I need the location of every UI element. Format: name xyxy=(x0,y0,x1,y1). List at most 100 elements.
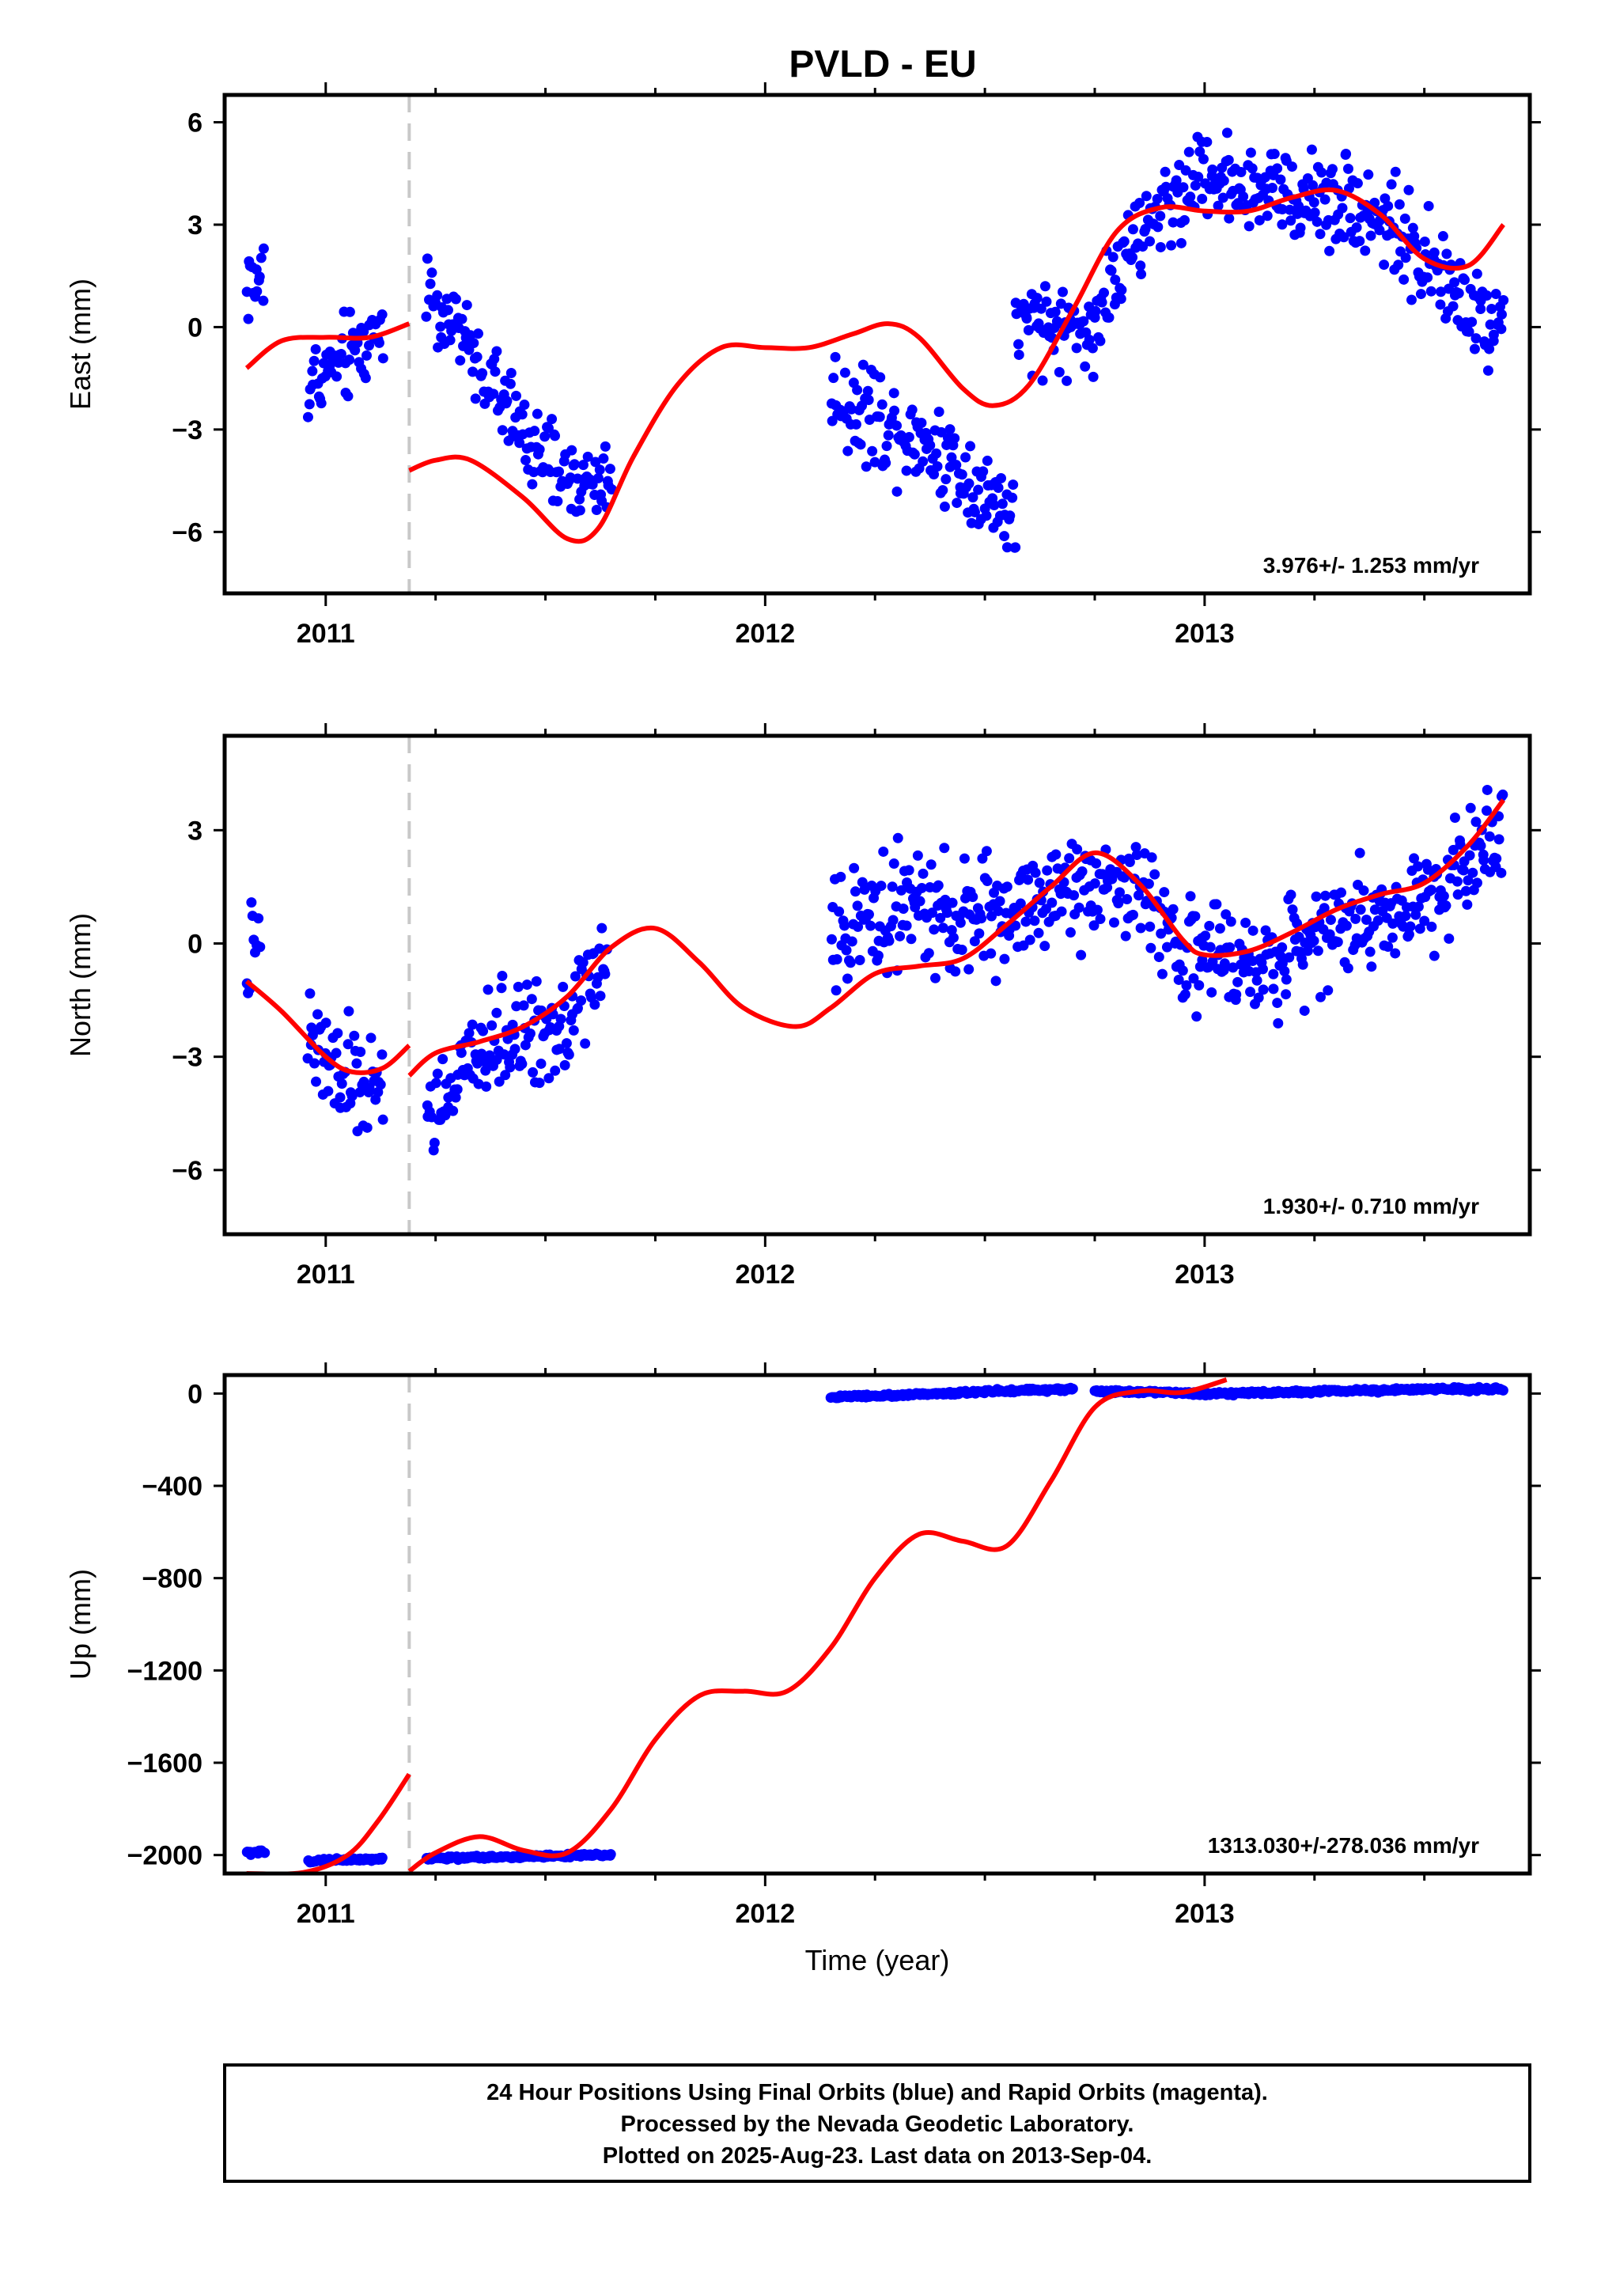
data-point xyxy=(1035,303,1047,314)
data-point xyxy=(1332,937,1343,948)
data-point xyxy=(969,506,980,517)
data-point xyxy=(1076,949,1087,960)
panels: 6 3 0 −3 −6 2011 2012 2013 East (mm) 3.976+/- 1.2… xyxy=(64,82,1541,1976)
data-point xyxy=(1299,1005,1310,1016)
data-point xyxy=(1050,849,1062,860)
data-point xyxy=(949,433,960,444)
data-point xyxy=(344,354,355,366)
data-point xyxy=(1482,290,1493,301)
data-point xyxy=(976,913,987,924)
data-point xyxy=(1364,946,1376,957)
data-point xyxy=(478,1025,489,1036)
data-point xyxy=(461,300,472,311)
data-point xyxy=(1469,343,1480,354)
x-tick-label: 2012 xyxy=(736,1260,796,1290)
data-point xyxy=(1467,316,1478,328)
data-point xyxy=(1077,866,1088,877)
data-point xyxy=(1152,222,1164,233)
data-point xyxy=(986,948,997,959)
data-point xyxy=(600,441,611,452)
data-point xyxy=(1273,1017,1284,1029)
data-point xyxy=(471,351,483,362)
caption-line-2: Processed by the Nevada Geodetic Laborat… xyxy=(621,2112,1134,2137)
data-point xyxy=(1194,979,1205,991)
data-point xyxy=(377,309,388,320)
data-point xyxy=(916,882,927,893)
data-point xyxy=(1268,968,1279,979)
data-point xyxy=(1336,887,1347,898)
data-point xyxy=(1253,992,1264,1003)
data-point xyxy=(1108,917,1119,928)
rate-label: 1313.030+/-278.036 mm/yr xyxy=(1208,1833,1479,1858)
data-point xyxy=(1001,881,1012,892)
data-point xyxy=(1037,375,1048,386)
data-point xyxy=(891,486,903,497)
x-tick-label: 2013 xyxy=(1175,1260,1235,1290)
data-point xyxy=(1358,885,1369,896)
data-point xyxy=(1320,890,1331,901)
data-point xyxy=(332,1028,343,1039)
data-point xyxy=(1095,335,1106,347)
data-point xyxy=(1341,148,1352,159)
data-point xyxy=(1113,898,1124,909)
data-point xyxy=(473,328,484,339)
data-point xyxy=(830,351,841,362)
data-point xyxy=(1262,210,1273,222)
data-point xyxy=(505,378,516,389)
data-point xyxy=(355,1047,366,1058)
model-line xyxy=(244,321,411,370)
data-point xyxy=(918,868,929,879)
data-point xyxy=(1218,175,1229,186)
data-point xyxy=(246,897,257,908)
data-point xyxy=(534,1078,545,1089)
data-point xyxy=(1268,983,1279,995)
data-point xyxy=(1001,542,1012,553)
data-point xyxy=(1197,954,1208,965)
data-point xyxy=(1092,904,1103,915)
data-point xyxy=(1352,178,1363,189)
data-point xyxy=(1342,163,1353,174)
data-point xyxy=(974,928,985,939)
data-point xyxy=(937,923,948,934)
data-point xyxy=(1041,296,1052,307)
data-point xyxy=(1039,281,1050,292)
data-point xyxy=(429,1137,440,1148)
data-point xyxy=(888,388,899,399)
data-point xyxy=(1345,213,1356,224)
data-point xyxy=(880,457,891,468)
data-point xyxy=(576,995,587,1006)
data-point xyxy=(555,1013,566,1025)
data-point xyxy=(1426,921,1437,932)
data-point xyxy=(1166,240,1177,251)
data-point xyxy=(1482,784,1493,795)
data-point xyxy=(550,430,561,441)
data-point xyxy=(1130,842,1141,853)
data-point xyxy=(343,1006,354,1017)
data-point xyxy=(1198,153,1209,165)
data-point xyxy=(1013,339,1024,350)
data-point xyxy=(569,459,580,470)
data-point xyxy=(1484,343,1495,354)
data-point xyxy=(1180,165,1191,176)
data-point xyxy=(1400,911,1411,922)
data-point xyxy=(1120,930,1131,942)
data-point xyxy=(1153,952,1164,963)
data-point xyxy=(1131,849,1142,860)
data-point xyxy=(1297,959,1308,970)
data-point xyxy=(539,431,551,442)
data-point xyxy=(982,876,993,887)
data-point xyxy=(1183,146,1194,157)
data-point xyxy=(863,909,874,920)
data-point xyxy=(310,343,321,354)
data-point xyxy=(331,1048,342,1059)
data-point xyxy=(1429,247,1440,258)
data-point xyxy=(1240,917,1251,928)
data-point xyxy=(1050,306,1061,317)
data-point xyxy=(343,391,354,402)
data-point xyxy=(1281,989,1292,1000)
data-point xyxy=(521,979,532,991)
data-point xyxy=(1160,166,1171,177)
data-point xyxy=(1029,915,1040,926)
data-point xyxy=(577,460,589,471)
data-point xyxy=(517,1059,528,1070)
